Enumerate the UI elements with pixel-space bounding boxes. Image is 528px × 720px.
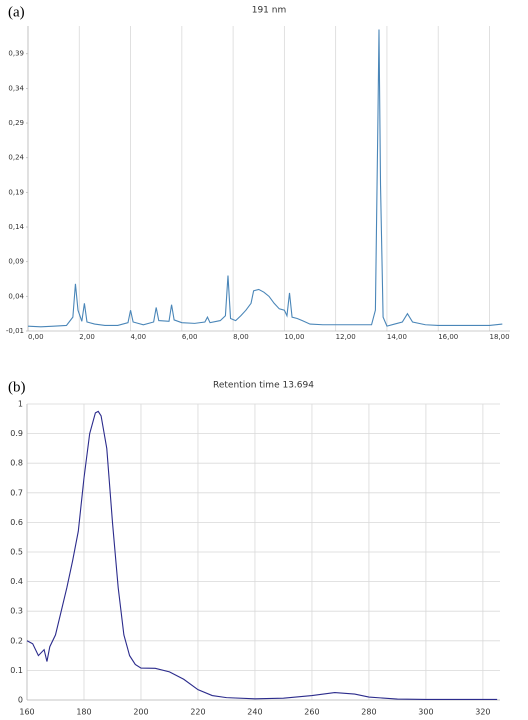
- chart-title: 191 nm: [252, 6, 287, 16]
- chart-title: Retention time 13.694: [213, 381, 314, 391]
- y-tick-label: 0,14: [8, 223, 24, 231]
- panel-label: (b): [8, 379, 26, 395]
- y-tick-label: 0.2: [10, 636, 23, 645]
- y-tick-label: 0.9: [10, 429, 23, 438]
- y-tick-label: 0,19: [8, 188, 24, 196]
- x-tick-label: 300: [418, 708, 433, 717]
- x-tick-label: 240: [247, 708, 262, 717]
- x-tick-label: 10,00: [284, 333, 304, 341]
- x-tick-label: 18,00: [489, 333, 509, 341]
- data-line: [27, 29, 503, 328]
- y-tick-label: 0,39: [8, 50, 24, 58]
- x-tick-label: 260: [304, 708, 319, 717]
- x-tick-label: 8,00: [233, 333, 249, 341]
- y-tick-label: 0,09: [8, 258, 24, 266]
- x-tick-label: 14,00: [387, 333, 407, 341]
- y-tick-label: 0,34: [8, 84, 24, 92]
- x-tick-label: 160: [19, 708, 34, 717]
- y-tick-label: 0,04: [8, 292, 24, 300]
- x-tick-label: 0,00: [28, 333, 44, 341]
- y-tick-label: 0: [18, 696, 23, 705]
- y-tick-label: 0.4: [10, 577, 23, 586]
- x-tick-label: 12,00: [336, 333, 356, 341]
- x-tick-label: 2,00: [79, 333, 95, 341]
- y-tick-label: 0.5: [10, 548, 23, 557]
- x-tick-label: 16,00: [438, 333, 458, 341]
- x-tick-label: 6,00: [182, 333, 198, 341]
- y-tick-label: 0,24: [8, 154, 24, 162]
- x-tick-label: 180: [76, 708, 91, 717]
- x-tick-label: 200: [133, 708, 148, 717]
- y-tick-label: 0.6: [10, 518, 23, 527]
- y-tick-label: 0.8: [10, 459, 23, 468]
- y-tick-label: -0,01: [6, 327, 24, 335]
- y-tick-label: 1: [18, 400, 23, 409]
- panel-label: (a): [8, 4, 25, 20]
- x-tick-label: 320: [475, 708, 490, 717]
- y-tick-label: 0,29: [8, 119, 24, 127]
- y-tick-label: 0.1: [10, 666, 23, 675]
- x-tick-label: 4,00: [131, 333, 147, 341]
- y-tick-label: 0.3: [10, 607, 23, 616]
- x-tick-label: 220: [190, 708, 205, 717]
- x-tick-label: 280: [361, 708, 376, 717]
- data-line: [26, 410, 498, 700]
- y-tick-label: 0.7: [10, 488, 23, 497]
